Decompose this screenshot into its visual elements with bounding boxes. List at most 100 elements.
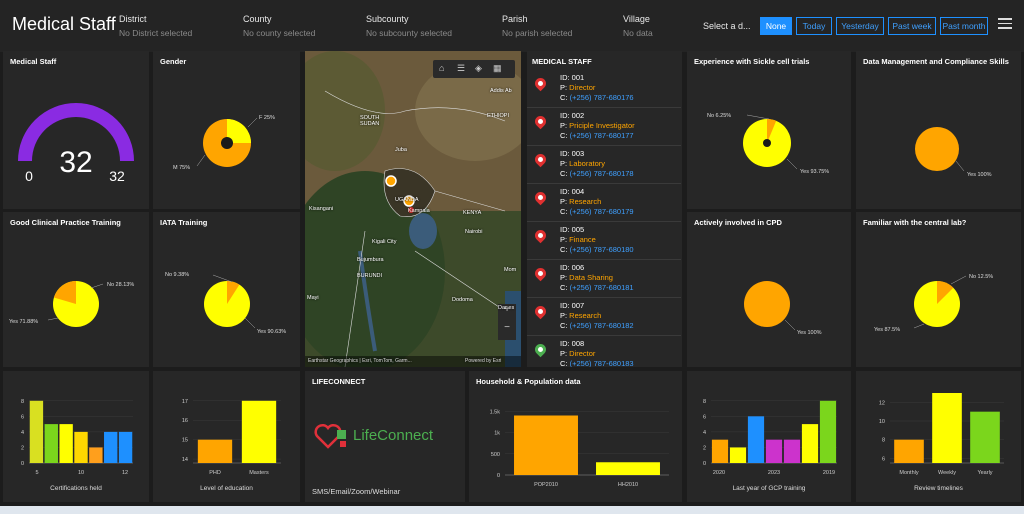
bar[interactable] — [932, 393, 962, 463]
y-tick-label: 17 — [182, 399, 188, 405]
village-filter[interactable]: Village No data — [623, 14, 653, 38]
layers-icon[interactable]: ◈ — [475, 63, 482, 73]
bar[interactable] — [29, 400, 44, 463]
panel-title: LIFECONNECT — [312, 377, 366, 386]
gender-panel: Gender F 25% M 75% — [153, 51, 300, 209]
map-panel[interactable]: ⌂ ☰ ◈ ▦ + − Addis Ab ETHIOPI SOUTH SUDAN… — [305, 51, 521, 367]
county-filter[interactable]: County No county selected — [243, 14, 315, 38]
subcounty-filter[interactable]: Subcounty No subcounty selected — [366, 14, 452, 38]
date-button-past-month[interactable]: Past month — [940, 17, 988, 35]
gauge-chart: 32 0 32 — [18, 103, 134, 184]
staff-phone: C: (+256) 787-680182 — [560, 321, 634, 330]
y-tick-label: 0 — [703, 461, 706, 467]
y-tick-label: 12 — [879, 400, 885, 406]
list-icon[interactable]: ☰ — [457, 63, 466, 73]
chart-xlabel: Review timelines — [914, 485, 963, 492]
y-tick-label: 2 — [21, 445, 24, 451]
map-marker[interactable] — [385, 175, 397, 187]
home-icon[interactable]: ⌂ — [439, 63, 445, 73]
map-pin-icon — [532, 113, 549, 130]
gauge-arc — [18, 103, 134, 162]
staff-list-item[interactable]: ID: 005 P: Finance C: (+256) 787-680180 — [527, 222, 681, 260]
bar[interactable] — [783, 439, 801, 463]
staff-list-item[interactable]: ID: 004 P: Research C: (+256) 787-680179 — [527, 184, 681, 222]
bar[interactable] — [74, 431, 88, 463]
district-filter[interactable]: District No District selected — [119, 14, 192, 38]
staff-list-item[interactable]: ID: 003 P: Laboratory C: (+256) 787-680178 — [527, 146, 681, 184]
pie-label: Yes 90.63% — [257, 329, 286, 335]
chart-xlabel: Certifications held — [50, 485, 102, 492]
pie-label: Yes 100% — [967, 172, 992, 178]
staff-list-item[interactable]: ID: 008 P: Director C: (+256) 787-680183 — [527, 336, 681, 367]
x-tick-label: 2019 — [823, 470, 835, 476]
staff-list-item[interactable]: ID: 006 P: Data Sharing C: (+256) 787-6801… — [527, 260, 681, 298]
bar[interactable] — [118, 431, 133, 463]
bar[interactable] — [596, 462, 660, 475]
staff-id: ID: 008 — [560, 339, 585, 348]
parish-filter[interactable]: Parish No parish selected — [502, 14, 572, 38]
bar[interactable] — [89, 447, 103, 463]
pie-label: No 12.5% — [969, 274, 993, 280]
sickle-pie: No 6.25% Yes 93.75% — [707, 113, 829, 175]
bar[interactable] — [819, 400, 837, 463]
pie-label: Yes 100% — [797, 330, 822, 336]
map-powered-by[interactable]: Powered by Esri — [465, 358, 502, 364]
review-timelines-panel: 6 8 10 12 Monthly Weekly Yearly Review timelin… — [856, 371, 1021, 502]
cpd-pie: Yes 100% — [744, 281, 822, 336]
panel-title: Experience with Sickle cell trials — [694, 57, 810, 66]
staff-list-item[interactable]: ID: 007 P: Research C: (+256) 787-680182 — [527, 298, 681, 336]
zoom-in-button[interactable]: + — [504, 304, 510, 315]
bar[interactable] — [104, 431, 118, 463]
bar[interactable] — [729, 447, 747, 463]
bar[interactable] — [894, 439, 924, 463]
pie-label: No 6.25% — [707, 113, 731, 119]
gauge-max: 32 — [109, 168, 125, 184]
review-timelines-bar-chart: 6 8 10 12 Monthly Weekly Yearly — [879, 393, 1004, 476]
x-tick-label: Monthly — [899, 470, 919, 476]
map-label: ETHIOPI — [487, 113, 510, 119]
zoom-out-button[interactable]: − — [504, 322, 510, 333]
basemap-grid-icon[interactable]: ▦ — [493, 63, 502, 73]
map-marker[interactable] — [408, 207, 414, 213]
sickle-cell-panel: Experience with Sickle cell trials No 6.… — [687, 51, 851, 209]
staff-list-item[interactable]: ID: 001 P: Director C: (+256) 787-680176 — [527, 70, 681, 108]
date-select-label: Select a d... — [703, 21, 751, 31]
y-tick-label: 0 — [497, 473, 500, 479]
date-button-none[interactable]: None — [760, 17, 792, 35]
date-button-past-week[interactable]: Past week — [888, 17, 936, 35]
bar[interactable] — [59, 424, 73, 463]
date-button-yesterday[interactable]: Yesterday — [836, 17, 884, 35]
map-attribution[interactable]: Earthstar Geographics | Esri, TomTom, Ga… — [308, 358, 412, 364]
y-tick-label: 500 — [491, 452, 500, 458]
bar[interactable] — [241, 400, 277, 463]
staff-id: ID: 007 — [560, 301, 585, 310]
app-title: Medical Staff — [12, 14, 116, 34]
gcp-year-bar-chart: 0 2 4 6 8 2020 2023 2019 — [703, 399, 837, 476]
panel-title: Medical Staff — [10, 57, 57, 66]
staff-list-item[interactable]: ID: 002 P: Priciple Investigator C: (+256)… — [527, 108, 681, 146]
panel-title: Actively involved in CPD — [694, 218, 782, 227]
bar[interactable] — [711, 439, 729, 463]
map-pin-icon — [532, 189, 549, 206]
household-bar-chart: 0 500 1k 1.5k POP2010 HH2010 — [490, 409, 669, 488]
bar[interactable] — [747, 416, 765, 463]
bar[interactable] — [765, 439, 783, 463]
y-tick-label: 0 — [21, 461, 24, 467]
bar[interactable] — [197, 439, 233, 463]
bar[interactable] — [44, 424, 58, 463]
satellite-map[interactable] — [305, 51, 521, 367]
bar[interactable] — [970, 411, 1000, 463]
panel-title: IATA Training — [160, 218, 208, 227]
bar[interactable] — [514, 415, 578, 476]
map-label: Bujumbura — [357, 257, 384, 263]
lifeconnect-logo-icon — [314, 423, 346, 449]
pie-label: No 28.13% — [107, 282, 134, 288]
cpd-panel: Actively involved in CPD Yes 100% — [687, 212, 851, 367]
map-label: Juba — [395, 147, 407, 153]
bar[interactable] — [801, 424, 819, 463]
hamburger-menu-icon[interactable] — [998, 18, 1012, 30]
map-marker[interactable] — [403, 195, 415, 207]
pie-slice-no — [227, 280, 240, 304]
map-pin-icon — [532, 341, 549, 358]
date-button-today[interactable]: Today — [796, 17, 832, 35]
